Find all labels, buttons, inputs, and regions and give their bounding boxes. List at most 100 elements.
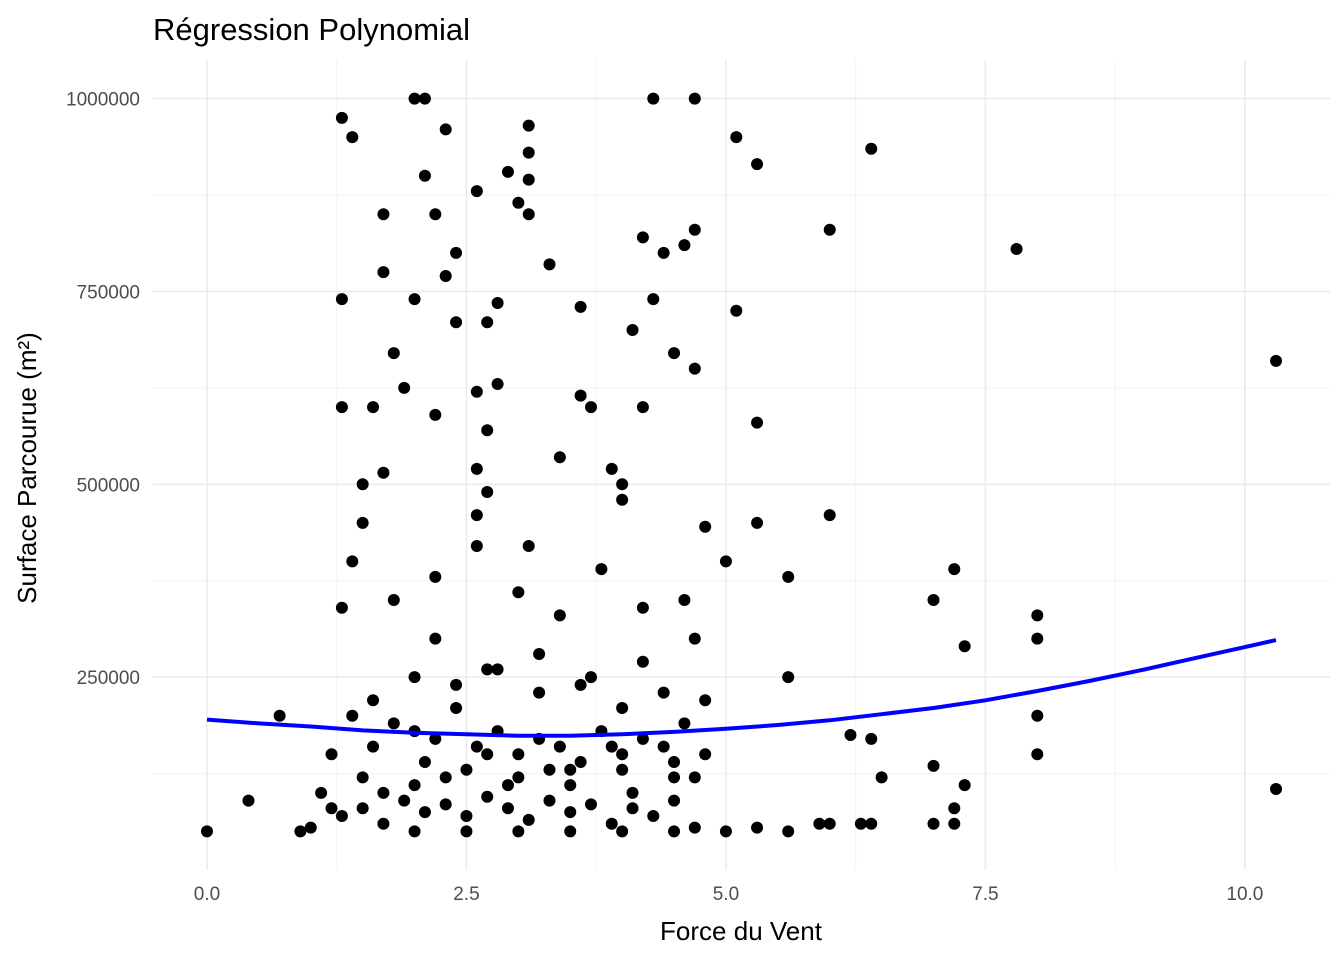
scatter-point: [782, 570, 795, 583]
scatter-point: [865, 142, 878, 155]
scatter-point: [626, 802, 639, 815]
scatter-point: [439, 771, 452, 784]
scatter-point: [470, 462, 483, 475]
scatter-point: [387, 347, 400, 360]
scatter-point: [948, 817, 961, 830]
scatter-point: [636, 401, 649, 414]
scatter-point: [605, 462, 618, 475]
scatter-point: [1270, 783, 1283, 795]
scatter-point: [460, 825, 473, 838]
scatter-point: [522, 208, 535, 221]
scatter-point: [325, 802, 338, 815]
scatter-point: [564, 825, 577, 838]
scatter-point: [751, 821, 764, 834]
scatter-point: [491, 378, 504, 390]
scatter-point: [585, 798, 598, 811]
scatter-point: [668, 794, 681, 807]
scatter-point: [335, 601, 348, 614]
scatter-point: [823, 509, 836, 522]
scatter-point: [501, 802, 514, 815]
scatter-point: [605, 740, 618, 753]
scatter-point: [553, 609, 566, 622]
scatter-point: [657, 740, 670, 753]
scatter-point: [439, 270, 452, 282]
fit-line: [206, 638, 1277, 738]
scatter-point: [719, 825, 732, 838]
scatter-point: [408, 92, 421, 105]
scatter-point: [699, 694, 712, 707]
scatter-point: [439, 123, 452, 136]
scatter-point: [408, 671, 421, 684]
x-tick-label: 0.0: [194, 884, 220, 905]
scatter-point: [533, 686, 546, 699]
scatter-point: [512, 825, 525, 838]
scatter-point: [688, 92, 701, 105]
scatter-point: [585, 401, 598, 414]
scatter-point: [335, 293, 348, 306]
scatter-point: [668, 825, 681, 838]
scatter-point: [315, 786, 328, 799]
scatter-point: [958, 640, 971, 653]
scatter-point: [429, 632, 442, 645]
scatter-point: [1031, 748, 1044, 761]
y-tick-label: 1000000: [66, 90, 140, 111]
y-tick-label: 250000: [77, 668, 140, 689]
scatter-point: [335, 111, 348, 124]
scatter-point: [522, 813, 535, 826]
scatter-point: [522, 173, 535, 186]
scatter-point: [616, 702, 629, 714]
scatter-point: [823, 817, 836, 830]
scatter-point: [688, 771, 701, 784]
scatter-point: [481, 316, 494, 329]
scatter-point: [512, 748, 525, 761]
scatter-point: [408, 779, 421, 792]
scatter-point: [429, 732, 442, 745]
scatter-point: [533, 648, 546, 660]
scatter-point: [699, 520, 712, 533]
scatter-point: [346, 709, 359, 722]
scatter-point: [242, 794, 255, 807]
scatter-point: [418, 169, 431, 182]
scatter-point: [574, 389, 587, 402]
y-axis-title: Surface Parcourue (m²): [12, 332, 42, 604]
scatter-point: [367, 401, 380, 414]
scatter-point: [470, 509, 483, 522]
scatter-point: [1270, 354, 1283, 367]
x-tick-label: 10.0: [1226, 884, 1263, 905]
scatter-point: [616, 825, 629, 838]
scatter-point: [616, 763, 629, 776]
scatter-point: [356, 478, 369, 491]
x-tick-label: 7.5: [972, 884, 998, 905]
scatter-point: [1010, 243, 1023, 255]
scatter-point: [699, 748, 712, 761]
scatter-point: [782, 671, 795, 684]
scatter-point: [429, 208, 442, 221]
scatter-point: [948, 802, 961, 815]
scatter-point: [522, 146, 535, 159]
scatter-point: [408, 825, 421, 838]
scatter-point: [553, 740, 566, 753]
scatter-point: [927, 759, 940, 772]
scatter-point: [636, 732, 649, 745]
scatter-point: [688, 362, 701, 375]
scatter-point: [387, 594, 400, 606]
scatter-point: [823, 223, 836, 236]
scatter-point: [553, 451, 566, 464]
scatter-point: [439, 798, 452, 811]
tick-labels: 0.0 2.5 5.0 7.5 10.0 250000 500000 750000 100000…: [66, 90, 1263, 905]
x-tick-label: 5.0: [713, 884, 739, 905]
scatter-point: [522, 119, 535, 132]
scatter-point: [481, 663, 494, 676]
scatter-point: [636, 601, 649, 614]
scatter-point: [418, 92, 431, 105]
scatter-point: [346, 555, 359, 568]
scatter-point: [1031, 609, 1044, 622]
scatter-point: [346, 131, 359, 144]
scatter-point: [408, 293, 421, 306]
scatter-point: [367, 740, 380, 753]
x-tick-label: 2.5: [453, 884, 479, 905]
scatter-point: [865, 732, 878, 745]
scatter-point: [543, 794, 556, 807]
